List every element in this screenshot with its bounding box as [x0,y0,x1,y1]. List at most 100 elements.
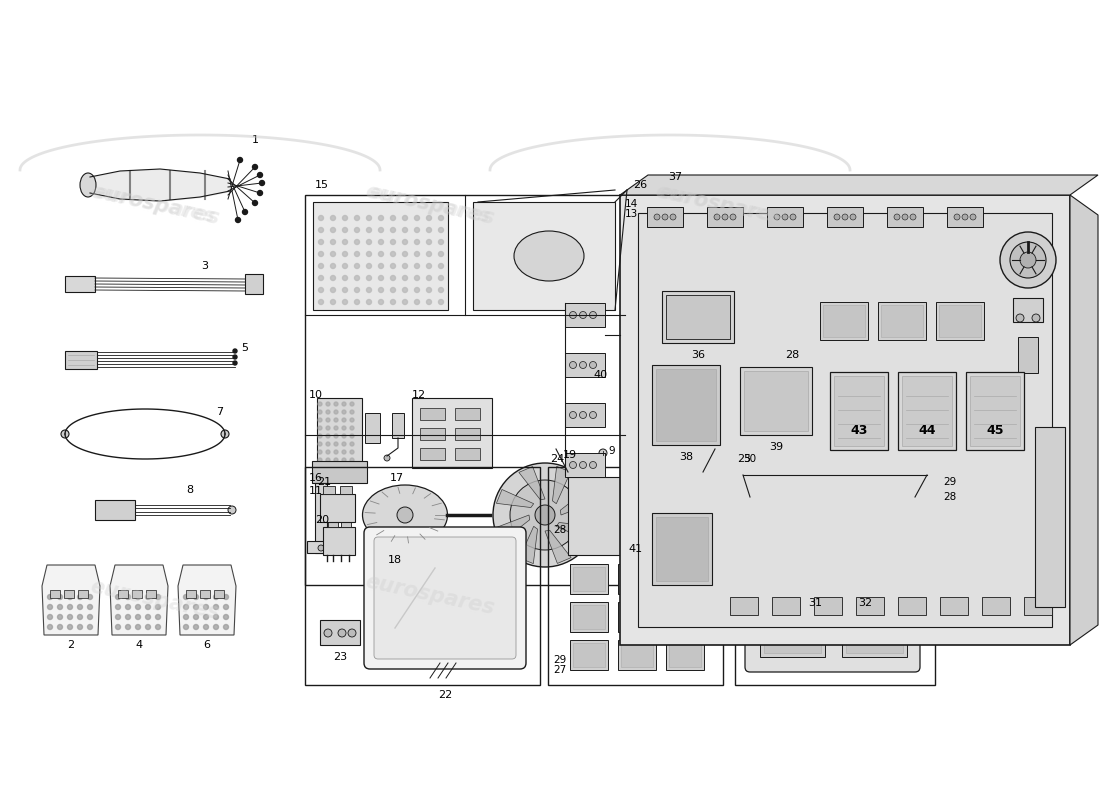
Circle shape [350,402,354,406]
Bar [820,302,868,340]
Bar [846,619,903,653]
Bar [618,564,656,594]
Circle shape [1032,314,1040,322]
Text: eurospares: eurospares [92,183,218,227]
Text: 27: 27 [553,665,566,675]
Circle shape [145,614,151,619]
Circle shape [330,275,336,281]
Circle shape [67,614,73,619]
Circle shape [535,505,556,525]
Bar [307,541,336,553]
Bar [1013,298,1043,322]
Text: 5: 5 [242,343,249,353]
Circle shape [204,625,209,630]
Circle shape [427,299,431,305]
Text: 29: 29 [943,477,956,487]
Circle shape [415,215,419,221]
Bar [565,353,605,377]
Circle shape [319,215,323,221]
Circle shape [326,426,330,430]
Circle shape [318,402,322,406]
Bar [618,602,656,632]
Circle shape [334,450,338,454]
Circle shape [350,418,354,422]
Text: 3: 3 [201,261,209,271]
Circle shape [319,299,323,305]
Circle shape [342,458,346,462]
Text: 43: 43 [850,423,868,437]
Circle shape [510,480,580,550]
Circle shape [378,263,384,269]
Polygon shape [1070,195,1098,645]
Circle shape [194,625,198,630]
Circle shape [47,605,53,610]
Circle shape [342,287,348,293]
Circle shape [194,605,198,610]
Bar [662,291,734,343]
Bar [638,213,1052,627]
FancyBboxPatch shape [745,494,920,672]
Text: 28: 28 [943,492,956,502]
Text: 12: 12 [412,390,426,400]
Circle shape [204,594,209,599]
Ellipse shape [363,485,448,545]
Circle shape [390,227,396,233]
Bar [570,640,608,670]
Circle shape [348,629,356,637]
Bar [315,483,327,553]
Circle shape [334,410,338,414]
Circle shape [962,214,968,220]
Bar [881,305,923,337]
Bar [621,567,653,591]
Circle shape [228,506,236,514]
Bar [65,351,97,369]
Bar [473,202,615,310]
Bar [618,640,656,670]
Circle shape [366,227,372,233]
Circle shape [342,299,348,305]
Text: eurospares: eurospares [658,183,782,227]
Bar [621,605,653,629]
Bar [666,602,704,632]
Circle shape [318,418,322,422]
Circle shape [570,462,576,469]
Circle shape [415,299,419,305]
Bar [621,643,653,667]
Circle shape [415,239,419,245]
Text: 25: 25 [737,454,751,464]
Circle shape [319,227,323,233]
Circle shape [184,605,188,610]
Circle shape [88,594,92,599]
Circle shape [135,605,141,610]
Text: eurospares: eurospares [88,182,221,229]
Circle shape [77,605,82,610]
FancyBboxPatch shape [374,537,516,659]
Circle shape [116,614,121,619]
Bar [834,376,884,446]
Bar [760,615,825,657]
Circle shape [334,402,338,406]
Circle shape [88,614,92,619]
Circle shape [47,594,53,599]
Circle shape [390,275,396,281]
Circle shape [318,410,322,414]
Text: 30: 30 [742,454,756,464]
Bar [385,518,405,538]
Bar [666,295,730,339]
Circle shape [384,455,390,461]
Text: 15: 15 [315,180,329,190]
Circle shape [580,362,586,369]
Bar [656,517,708,581]
Circle shape [223,625,229,630]
Circle shape [493,463,597,567]
Circle shape [378,287,384,293]
Circle shape [342,450,346,454]
Bar [764,564,821,598]
Circle shape [954,214,960,220]
Circle shape [580,411,586,418]
Bar [341,519,351,527]
Circle shape [194,594,198,599]
Circle shape [155,625,161,630]
Circle shape [257,173,263,178]
Circle shape [427,239,431,245]
